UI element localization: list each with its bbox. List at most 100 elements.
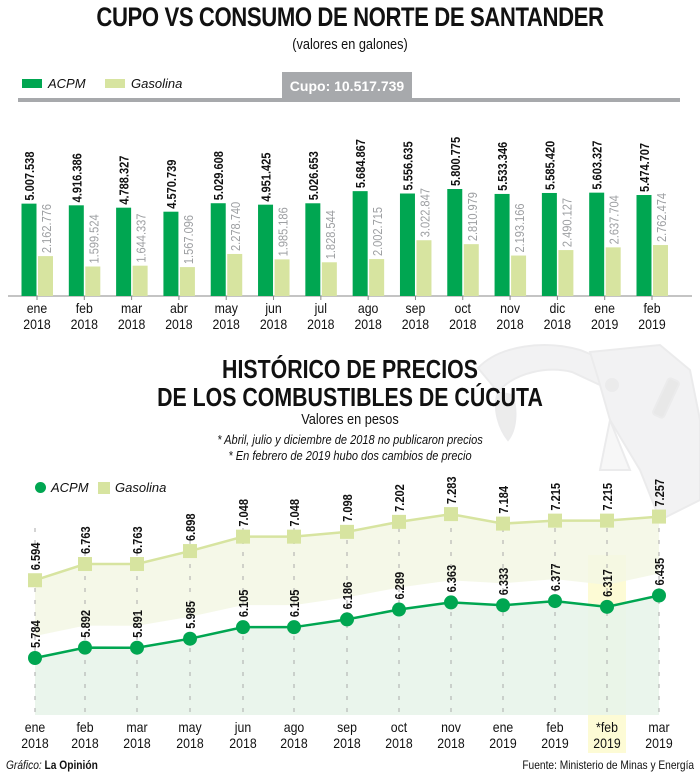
x-tick-label-month: mar xyxy=(121,300,143,316)
x-tick-label-year: 2018 xyxy=(385,735,412,751)
bar-gasolina xyxy=(511,255,527,296)
gasolina-marker xyxy=(652,509,666,524)
x-tick-label-year: 2018 xyxy=(23,316,50,332)
gasolina-data-label: 7.048 xyxy=(236,499,251,527)
x-tick-label-month: mar xyxy=(126,719,148,735)
gasolina-data-label: 7.215 xyxy=(600,483,615,511)
acpm-data-label: 5.892 xyxy=(78,610,93,638)
gasolina-square-icon xyxy=(98,481,110,494)
bar-label-gasolina: 1.985.186 xyxy=(276,207,291,256)
bar-gasolina xyxy=(38,256,53,296)
x-tick-label-year: 2019 xyxy=(489,735,516,751)
acpm-marker xyxy=(600,599,614,614)
acpm-data-label: 6.377 xyxy=(548,563,563,591)
x-tick-label-year: 2018 xyxy=(280,735,307,751)
bar-label-gasolina: 1.599.524 xyxy=(86,214,101,263)
x-tick-label-year: 2018 xyxy=(260,316,287,332)
acpm-dot-icon xyxy=(35,482,46,493)
bar-label-acpm: 4.916.386 xyxy=(69,153,84,202)
gasolina-swatch-icon xyxy=(105,79,125,88)
x-tick-label-year: 2018 xyxy=(176,735,203,751)
bar-label-acpm: 5.556.635 xyxy=(401,141,416,190)
legend-label: Gasolina xyxy=(115,480,167,495)
acpm-data-label: 6.317 xyxy=(600,569,615,597)
bar-gasolina xyxy=(85,266,101,296)
x-tick-label-year: 2018 xyxy=(165,316,192,332)
x-tick-label-month: mar xyxy=(648,719,670,735)
acpm-marker xyxy=(28,651,42,665)
x-tick-label-month: may xyxy=(178,719,202,735)
acpm-data-label: 6.105 xyxy=(236,589,251,617)
bar-label-acpm: 5.800.775 xyxy=(448,137,463,186)
acpm-data-label: 6.333 xyxy=(496,567,511,595)
gasolina-marker xyxy=(130,557,144,572)
bar-acpm xyxy=(589,192,605,296)
legend-label: ACPM xyxy=(51,480,89,495)
x-tick-label-month: oct xyxy=(391,719,408,735)
acpm-data-label: 6.363 xyxy=(444,565,459,593)
gasolina-marker xyxy=(78,557,92,572)
bar-acpm xyxy=(305,203,321,296)
bar-gasolina xyxy=(463,244,479,296)
x-tick-label-month: feb xyxy=(76,719,93,735)
x-tick-label-month: ene xyxy=(493,719,514,735)
x-tick-label-month: abr xyxy=(170,300,188,316)
gasolina-data-label: 6.763 xyxy=(130,526,145,554)
x-tick-label-year: 2018 xyxy=(354,316,381,332)
bar-label-gasolina: 2.637.704 xyxy=(607,195,622,244)
bar-label-gasolina: 2.002.715 xyxy=(370,207,385,256)
x-tick-label-month: ene xyxy=(25,719,46,735)
gasolina-marker xyxy=(392,514,406,529)
gasolina-marker xyxy=(548,513,562,528)
x-tick-label-year: 2018 xyxy=(437,735,464,751)
acpm-data-label: 5.891 xyxy=(130,610,145,638)
bar-legend-gasolina: Gasolina xyxy=(105,76,182,91)
x-tick-label-month: nov xyxy=(500,300,520,316)
bar-acpm xyxy=(447,189,463,296)
x-tick-label-year: 2018 xyxy=(544,316,571,332)
gasolina-data-label: 7.257 xyxy=(652,479,667,507)
acpm-data-label: 6.105 xyxy=(287,589,302,617)
legend-label: Gasolina xyxy=(131,76,183,91)
acpm-swatch-icon xyxy=(22,79,42,88)
cupo-label: Cupo: 10.517.739 xyxy=(282,72,412,100)
bar-gasolina xyxy=(653,245,668,296)
bar-label-acpm: 5.585.420 xyxy=(543,141,558,190)
x-tick-label-month: jun xyxy=(264,300,281,316)
bar-gasolina xyxy=(274,259,290,296)
bar-acpm xyxy=(258,204,274,296)
bar-label-acpm: 5.603.327 xyxy=(590,140,605,189)
bar-gasolina xyxy=(558,250,574,296)
bar-label-gasolina: 2.810.979 xyxy=(465,192,480,241)
bar-gasolina xyxy=(227,253,243,296)
bar-acpm xyxy=(399,193,415,296)
bar-label-acpm: 5.026.653 xyxy=(306,151,321,200)
gasolina-data-label: 6.898 xyxy=(183,513,198,541)
bar-label-gasolina: 2.278.740 xyxy=(228,202,243,251)
gasolina-data-label: 7.283 xyxy=(444,476,459,504)
acpm-data-label: 6.186 xyxy=(340,582,355,610)
bar-gasolina xyxy=(369,259,385,296)
bar-chart-title: CUPO VS CONSUMO DE NORTE DE SANTANDER xyxy=(96,2,604,32)
x-tick-label-month: sep xyxy=(406,300,426,316)
line-chart-note-1: * Abril, julio y diciembre de 2018 no pu… xyxy=(217,432,483,447)
bar-acpm xyxy=(21,203,37,296)
x-tick-label-year: 2018 xyxy=(118,316,145,332)
gasolina-marker xyxy=(28,573,42,588)
x-tick-label-year: 2018 xyxy=(496,316,523,332)
bar-legend-acpm: ACPM xyxy=(22,76,86,91)
line-chart-subtitle: Valores en pesos xyxy=(301,411,399,428)
fuel-nozzle-icon xyxy=(476,343,700,522)
credit: Gráfico: La Opinión xyxy=(6,758,98,772)
x-tick-label-month: feb xyxy=(643,300,660,316)
acpm-marker xyxy=(652,588,666,603)
gasolina-area xyxy=(35,514,659,636)
x-tick-label-month: jun xyxy=(234,719,251,735)
bar-chart-subtitle: (valores en galones) xyxy=(292,36,408,53)
bar-label-acpm: 5.474.707 xyxy=(637,143,652,192)
bar-gasolina xyxy=(132,265,148,296)
acpm-marker xyxy=(548,594,562,609)
x-tick-label-year: 2018 xyxy=(123,735,150,751)
bar-gasolina xyxy=(416,240,432,296)
bar-chart: 5.007.5382.162.776ene20184.916.3861.599.… xyxy=(8,137,692,332)
